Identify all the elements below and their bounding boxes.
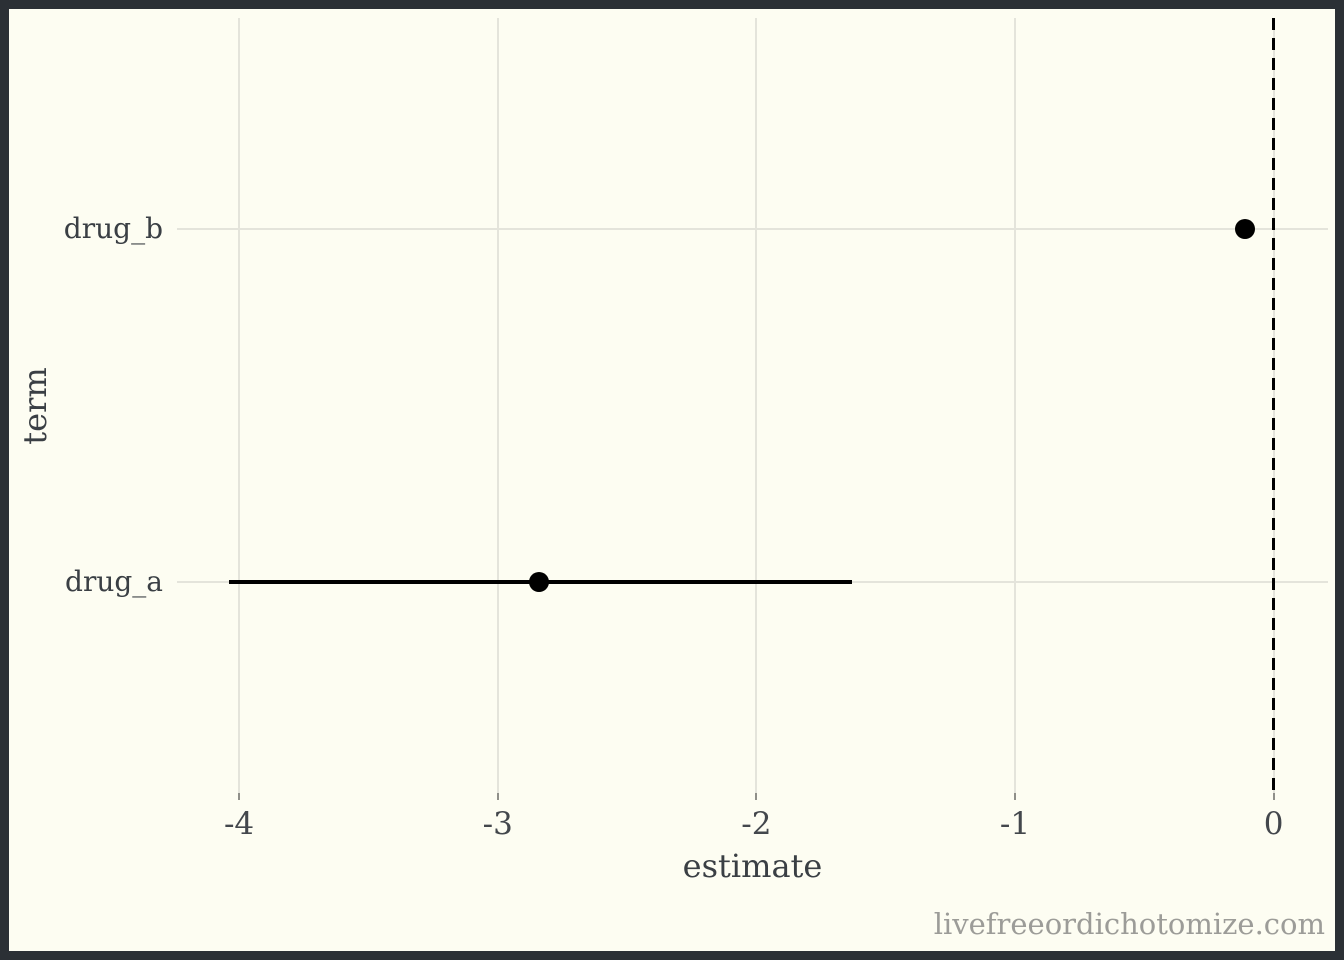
- y-category-label-drug_a: drug_a: [65, 564, 163, 598]
- chart-panel: [177, 18, 1328, 793]
- x-tick-mark: [755, 793, 758, 800]
- x-axis-ticks: -4 -3 -2 -1 0: [177, 793, 1328, 853]
- gridline-vertical: [496, 18, 499, 793]
- gridline-vertical: [755, 18, 758, 793]
- estimate-point-drug_a: [529, 571, 550, 592]
- y-category-label-drug_b: drug_b: [63, 212, 163, 246]
- x-tick-label: -3: [482, 806, 513, 842]
- x-tick-mark: [496, 793, 499, 800]
- gridline-vertical: [238, 18, 241, 793]
- gridline-vertical: [1014, 18, 1017, 793]
- x-tick-mark: [1014, 793, 1017, 800]
- x-tick-label: 0: [1263, 806, 1284, 842]
- reference-line-zero: [1272, 18, 1276, 793]
- x-tick-mark: [238, 793, 241, 800]
- estimate-point-drug_b: [1235, 219, 1256, 240]
- watermark: livefreeordichotomize.com: [933, 907, 1325, 941]
- x-tick-label: -1: [999, 806, 1031, 842]
- plot-background: term drug_b drug_a -4 -3 -2 -1 0 estimate liv…: [9, 9, 1335, 951]
- y-axis-labels: drug_b drug_a: [9, 18, 163, 793]
- x-tick-mark: [1272, 793, 1275, 800]
- x-tick-label: -4: [223, 806, 255, 842]
- x-tick-label: -2: [741, 806, 772, 842]
- gridline-horizontal: [177, 228, 1328, 231]
- x-axis-title: estimate: [682, 847, 823, 885]
